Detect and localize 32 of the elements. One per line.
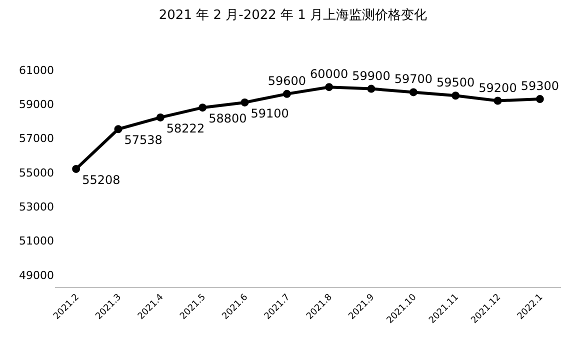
data-label: 59700 — [394, 72, 433, 86]
data-label: 59900 — [352, 68, 390, 83]
y-tick-label: 57000 — [19, 132, 54, 146]
point — [325, 83, 334, 92]
y-tick-label: 51000 — [19, 234, 54, 248]
data-label: 59200 — [478, 80, 517, 95]
point — [282, 90, 291, 98]
chart-title: 2021 年 2 月-2022 年 1 月上海监测价格变化 — [158, 8, 428, 24]
y-tick-label: 59000 — [19, 98, 54, 112]
y-tick-label: 61000 — [19, 64, 54, 77]
data-label: 59500 — [436, 76, 475, 90]
data-label: 59100 — [250, 106, 289, 120]
point — [198, 104, 207, 112]
data-label: 55208 — [82, 172, 120, 187]
data-label: 58222 — [166, 121, 205, 136]
point — [240, 98, 249, 106]
data-label: 57538 — [124, 133, 162, 148]
data-label: 60000 — [310, 67, 348, 82]
point — [367, 84, 376, 93]
y-tick-label: 49000 — [19, 268, 54, 282]
point — [156, 113, 164, 122]
point — [494, 96, 502, 105]
data-label: 58800 — [208, 112, 247, 126]
data-label: 59600 — [268, 74, 306, 88]
point — [536, 95, 544, 104]
y-tick-label: 55000 — [19, 166, 54, 180]
point — [72, 164, 80, 173]
data-label: 59300 — [520, 79, 560, 94]
y-tick-label: 53000 — [19, 200, 54, 214]
point — [114, 125, 122, 134]
point — [452, 92, 460, 100]
point — [409, 88, 418, 96]
